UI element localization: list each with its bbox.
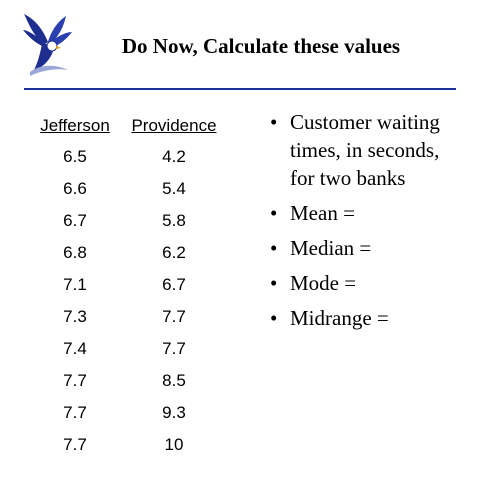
bullet-dot-icon: • xyxy=(270,236,278,260)
bullet-text: Customer waiting times, in seconds, for … xyxy=(290,110,440,190)
providence-value: 5.4 xyxy=(162,179,186,198)
providence-value: 7.7 xyxy=(162,307,186,326)
jefferson-header: Jefferson xyxy=(40,116,110,135)
providence-header: Providence xyxy=(131,116,217,135)
jefferson-value: 6.7 xyxy=(63,211,87,230)
jefferson-value: 6.8 xyxy=(63,243,87,262)
bullet-item: • Mean = xyxy=(266,199,466,227)
jefferson-value: 7.1 xyxy=(63,275,87,294)
providence-value: 10 xyxy=(164,435,184,454)
jefferson-value: 6.6 xyxy=(63,179,87,198)
jefferson-value: 7.7 xyxy=(63,371,87,390)
bullet-dot-icon: • xyxy=(270,201,278,225)
bullet-item: • Midrange = xyxy=(266,304,466,332)
bullet-text: Mode = xyxy=(290,271,357,295)
bullet-item: • Customer waiting times, in seconds, fo… xyxy=(266,108,466,192)
providence-value: 9.3 xyxy=(162,403,186,422)
jefferson-value: 7.7 xyxy=(63,435,87,454)
bullet-text: Midrange = xyxy=(290,306,389,330)
providence-value: 6.2 xyxy=(162,243,186,262)
slide-title: Do Now, Calculate these values xyxy=(121,34,401,58)
jefferson-value: 7.7 xyxy=(63,403,87,422)
jefferson-column: Jefferson 6.5 6.6 6.7 6.8 7.1 7.3 7.4 7.… xyxy=(34,112,116,461)
bullet-item: • Median = xyxy=(266,234,466,262)
jefferson-value: 6.5 xyxy=(63,147,87,166)
bullet-text: Median = xyxy=(290,236,372,260)
providence-value: 5.8 xyxy=(162,211,186,230)
jefferson-value: 7.4 xyxy=(63,339,87,358)
providence-value: 4.2 xyxy=(162,147,186,166)
bullet-text: Mean = xyxy=(290,201,355,225)
bullet-dot-icon: • xyxy=(270,271,278,295)
bullet-dot-icon: • xyxy=(270,110,278,134)
title-divider xyxy=(24,88,456,90)
providence-value: 7.7 xyxy=(162,339,186,358)
bullet-item: • Mode = xyxy=(266,269,466,297)
eagle-logo-icon xyxy=(22,12,74,78)
providence-value: 8.5 xyxy=(162,371,186,390)
providence-value: 6.7 xyxy=(162,275,186,294)
bullet-list: • Customer waiting times, in seconds, fo… xyxy=(266,108,466,339)
providence-column: Providence 4.2 5.4 5.8 6.2 6.7 7.7 7.7 8… xyxy=(128,112,220,461)
bullet-dot-icon: • xyxy=(270,306,278,330)
jefferson-value: 7.3 xyxy=(63,307,87,326)
